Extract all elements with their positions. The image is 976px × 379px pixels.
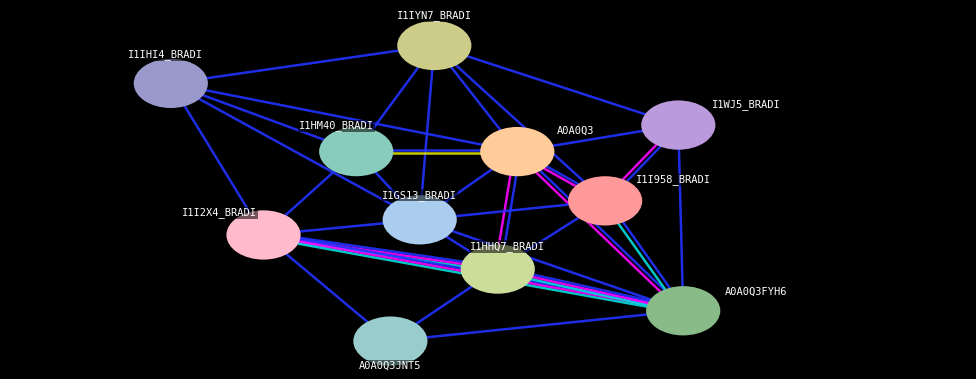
Ellipse shape [646,286,720,335]
Ellipse shape [397,21,471,70]
Ellipse shape [383,195,457,244]
Text: I1IHI4_BRADI: I1IHI4_BRADI [129,50,203,60]
Text: I1WJ5_BRADI: I1WJ5_BRADI [712,99,781,110]
Ellipse shape [353,316,427,366]
Ellipse shape [641,100,715,150]
Text: I1I958_BRADI: I1I958_BRADI [636,175,711,185]
Text: I1HM40_BRADI: I1HM40_BRADI [300,121,374,131]
Ellipse shape [319,127,393,176]
Text: A0A0Q3JNT5: A0A0Q3JNT5 [359,361,422,371]
Text: I1I2X4_BRADI: I1I2X4_BRADI [183,208,257,218]
Text: I1IYN7_BRADI: I1IYN7_BRADI [397,11,471,21]
Ellipse shape [480,127,554,176]
Text: A0A0Q3FYH6: A0A0Q3FYH6 [725,287,788,297]
Text: I1GS13_BRADI: I1GS13_BRADI [383,190,457,200]
Ellipse shape [568,176,642,226]
Text: A0A0Q3: A0A0Q3 [557,126,594,136]
Ellipse shape [134,59,208,108]
Ellipse shape [226,210,301,260]
Ellipse shape [461,244,535,294]
Text: I1HHQ7_BRADI: I1HHQ7_BRADI [470,241,545,252]
